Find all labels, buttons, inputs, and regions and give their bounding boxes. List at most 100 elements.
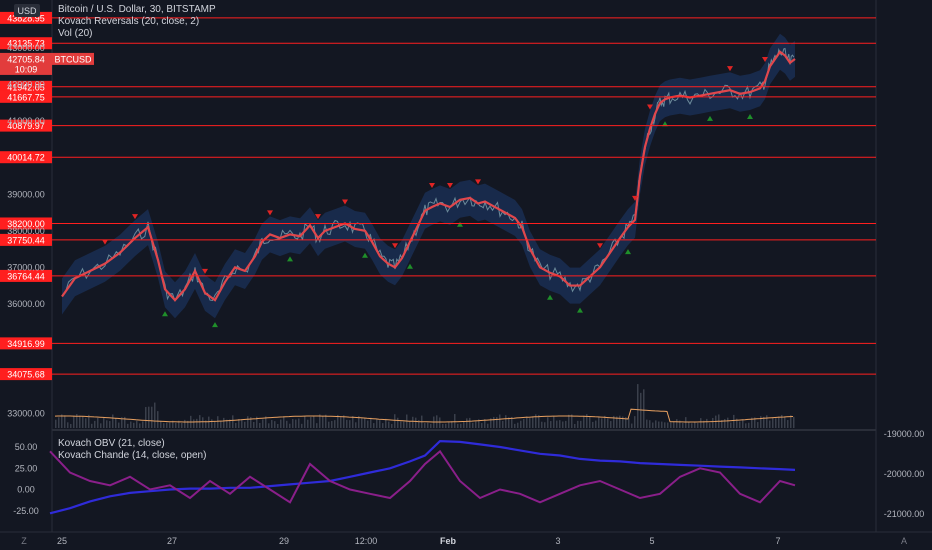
volume-bar: [772, 417, 774, 428]
volume-bar: [511, 416, 513, 428]
volume-bar: [271, 420, 273, 428]
level-label: 34075.68: [7, 370, 45, 380]
bearish-reversal-marker: [392, 243, 398, 249]
level-label-box: [0, 119, 52, 132]
indicator-chande-label[interactable]: Kovach Chande (14, close, open): [58, 450, 207, 461]
volume-bar: [115, 418, 117, 428]
volume-bar: [598, 416, 600, 428]
price-candles: [61, 47, 795, 303]
volume-bar: [202, 417, 204, 428]
volume-bar: [91, 423, 93, 428]
volume-bar: [793, 416, 795, 428]
level-label: 34916.99: [7, 339, 45, 349]
volume-bar: [310, 416, 312, 428]
level-label: 40014.72: [7, 153, 45, 163]
current-price-box: [0, 52, 52, 75]
bullish-reversal-marker: [162, 311, 168, 317]
volume-bar: [514, 423, 516, 428]
level-label-box: [0, 368, 52, 381]
volume-bar: [442, 423, 444, 428]
bearish-reversal-marker: [102, 239, 108, 245]
volume-bar: [679, 420, 681, 428]
volume-bar: [556, 420, 558, 428]
volume-bar: [277, 423, 279, 428]
volume-bar: [673, 421, 675, 428]
lower-y-tick-label: 25.00: [15, 463, 38, 473]
volume-bar: [736, 418, 738, 428]
volume-bar: [694, 422, 696, 428]
volume-bar: [700, 418, 702, 428]
bearish-reversal-marker: [342, 199, 348, 205]
volume-bar: [643, 389, 645, 428]
level-label-box: [0, 90, 52, 103]
volume-bar: [664, 422, 666, 428]
volume-bar: [319, 414, 321, 428]
volume-bar: [67, 422, 69, 428]
volume-bar: [613, 415, 615, 428]
volume-bar: [403, 421, 405, 428]
volume-bar: [619, 415, 621, 428]
volume-bar: [187, 420, 189, 428]
y-axis-tick-label: 36000.00: [7, 299, 45, 309]
bearish-reversal-marker: [132, 214, 138, 220]
volume-bar: [784, 416, 786, 428]
volume-bar: [412, 416, 414, 428]
volume-bar: [130, 421, 132, 428]
level-label-box: [0, 80, 52, 93]
bar-countdown-label: 10:09: [15, 64, 38, 74]
volume-bar: [223, 417, 225, 428]
volume-bar: [466, 418, 468, 428]
volume-bar: [274, 421, 276, 428]
indicator-reversals-label[interactable]: Kovach Reversals (20, close, 2): [58, 16, 200, 27]
volume-bar: [250, 417, 252, 428]
lower-y-tick-label: 0.00: [17, 485, 35, 495]
volume-bar: [292, 419, 294, 428]
indicator-volume-label[interactable]: Vol (20): [58, 28, 93, 39]
volume-bar: [298, 418, 300, 428]
volume-bar: [775, 418, 777, 428]
volume-bar: [787, 420, 789, 428]
volume-bar: [358, 416, 360, 428]
volume-bar: [148, 406, 150, 428]
volume-bar: [79, 415, 81, 428]
volume-bar: [460, 423, 462, 428]
bearish-reversal-marker: [647, 104, 653, 110]
volume-bar: [622, 416, 624, 428]
indicator-obv-label[interactable]: Kovach OBV (21, close): [58, 438, 165, 449]
symbol-title[interactable]: Bitcoin / U.S. Dollar, 30, BITSTAMP: [58, 4, 216, 15]
volume-bar: [208, 416, 210, 428]
volume-bar: [253, 421, 255, 428]
volume-bar: [745, 423, 747, 428]
volume-bar: [778, 416, 780, 428]
lower-y-tick-label: -25.00: [13, 506, 39, 516]
volume-bar: [379, 420, 381, 428]
y-axis-tick-label: 41000.00: [7, 116, 45, 126]
volume-bar: [451, 421, 453, 428]
y-axis-tick-label: 43000.00: [7, 43, 45, 53]
bullish-reversal-marker: [625, 249, 631, 255]
auto-scale-icon: A: [901, 536, 907, 546]
volume-bar: [559, 420, 561, 428]
level-label: 41942.05: [7, 82, 45, 92]
volume-bar: [331, 420, 333, 428]
volume-bar: [457, 423, 459, 428]
volume-bar: [631, 423, 633, 428]
bullish-reversal-marker: [362, 252, 368, 258]
volume-bar: [757, 422, 759, 428]
volume-bar: [592, 421, 594, 428]
volume-bar: [790, 415, 792, 428]
volume-bar: [706, 418, 708, 428]
bearish-reversal-marker: [202, 268, 208, 274]
volume-bar: [346, 419, 348, 428]
x-axis-tick-label: 3: [555, 536, 560, 546]
volume-bar: [70, 423, 72, 428]
volume-bar: [751, 417, 753, 428]
level-label: 43828.95: [7, 13, 45, 23]
volume-bar: [394, 414, 396, 428]
volume-bar: [649, 420, 651, 428]
volume-bar: [469, 417, 471, 428]
volume-bar: [607, 418, 609, 428]
volume-bar: [127, 423, 129, 428]
